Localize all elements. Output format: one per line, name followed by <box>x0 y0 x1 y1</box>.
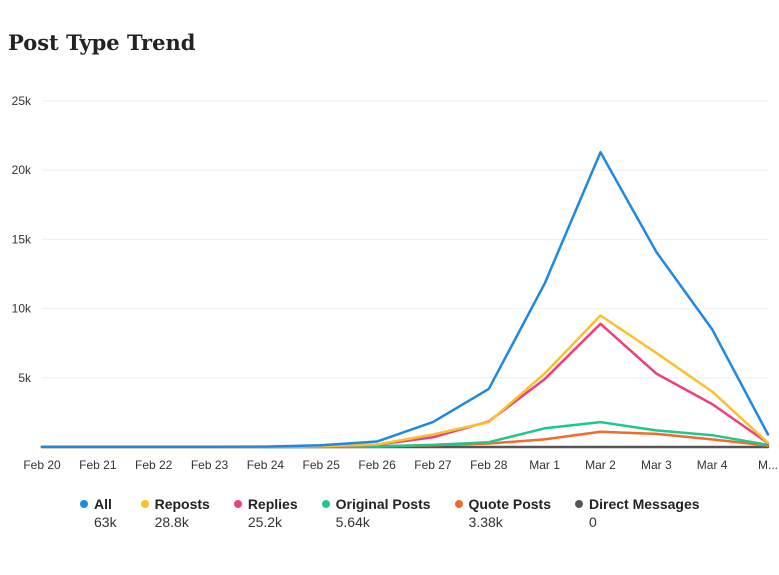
legend-label: Original Posts <box>335 496 431 512</box>
y-tick-label: 25k <box>12 94 32 108</box>
legend-item-direct-messages[interactable]: Direct Messages 0 <box>575 495 700 531</box>
x-tick-label: Feb 25 <box>303 458 341 472</box>
legend-label: All <box>94 496 112 512</box>
y-tick-label: 20k <box>12 163 32 177</box>
legend-label: Quote Posts <box>468 496 552 512</box>
legend-label: Direct Messages <box>589 496 700 512</box>
legend-item-quote-posts[interactable]: Quote Posts 3.38k <box>454 495 552 531</box>
legend-dot <box>80 500 88 508</box>
series-line-reposts <box>40 314 770 449</box>
x-tick-label: Feb 23 <box>191 458 229 472</box>
legend-item-reposts[interactable]: Reposts 28.8k <box>140 495 210 531</box>
x-tick-label: M... <box>758 458 778 472</box>
series-line-all <box>40 150 770 448</box>
x-tick-label: Feb 20 <box>23 458 61 472</box>
x-tick-label: Mar 4 <box>697 458 728 472</box>
x-tick-label: Mar 1 <box>529 458 560 472</box>
x-tick-label: Feb 24 <box>247 458 285 472</box>
legend-total: 3.38k <box>468 514 503 530</box>
x-tick-label: Feb 28 <box>470 458 508 472</box>
x-tick-label: Feb 27 <box>414 458 452 472</box>
x-tick-label: Feb 26 <box>358 458 396 472</box>
legend-total: 28.8k <box>154 514 189 530</box>
legend-total: 0 <box>589 514 597 530</box>
legend-item-all[interactable]: All 63k <box>80 495 117 531</box>
y-tick-label: 10k <box>12 302 32 316</box>
line-chart: 5k 10k 15k 20k 25k Feb 20 Feb 21 Feb 22 Feb 23 Fe… <box>12 94 778 472</box>
legend-dot <box>321 500 330 508</box>
legend-item-replies[interactable]: Replies 25.2k <box>233 495 298 531</box>
legend-dot <box>140 500 149 508</box>
series-line-replies <box>40 322 770 449</box>
legend-total: 25.2k <box>247 514 283 530</box>
legend: All 63k Reposts 28.8k Replies 25.2k Orig… <box>80 495 724 531</box>
legend-dot <box>575 500 584 508</box>
x-tick-label: Mar 3 <box>641 458 672 472</box>
x-tick-label: Mar 2 <box>585 458 616 472</box>
legend-label: Reposts <box>154 496 210 512</box>
legend-total: 63k <box>94 514 117 530</box>
legend-dot <box>454 500 463 508</box>
chart-title: Post Type Trend <box>8 30 196 55</box>
y-tick-label: 5k <box>18 371 32 385</box>
x-tick-label: Feb 21 <box>79 458 117 472</box>
x-tick-label: Feb 22 <box>135 458 173 472</box>
legend-item-original-posts[interactable]: Original Posts 5.64k <box>321 495 431 531</box>
legend-label: Replies <box>247 496 298 512</box>
y-tick-label: 15k <box>12 232 32 246</box>
legend-dot <box>233 500 242 508</box>
legend-total: 5.64k <box>335 514 370 530</box>
